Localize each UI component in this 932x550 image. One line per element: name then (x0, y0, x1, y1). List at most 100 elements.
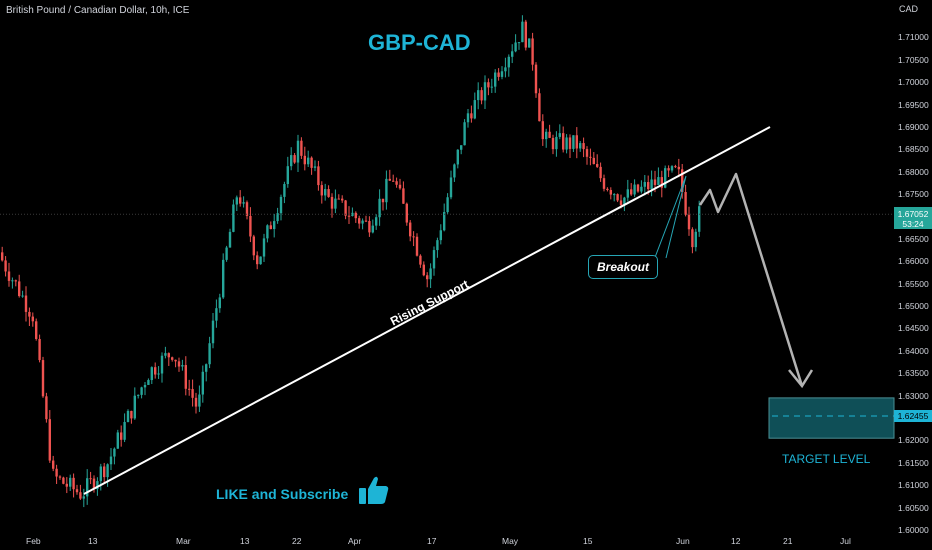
candle-body (398, 184, 402, 189)
candle-body (419, 255, 422, 265)
price-tick-label: 1.67500 (898, 189, 929, 200)
candle-body (269, 225, 272, 230)
candle-body (245, 202, 249, 216)
candle-body (7, 271, 11, 281)
candle-body (201, 371, 204, 395)
candle-body (191, 389, 194, 398)
candle-body (143, 384, 147, 388)
candle-body (524, 21, 527, 48)
candle-body (517, 42, 521, 44)
candle-body (130, 410, 133, 419)
symbol-title[interactable]: British Pound / Canadian Dollar, 10h, IC… (6, 5, 190, 16)
projection-path (698, 172, 804, 387)
candle-body (273, 221, 276, 230)
price-tick-label: 1.65000 (898, 301, 929, 312)
candle-body (171, 357, 174, 360)
price-tick-label: 1.66000 (898, 256, 929, 267)
like-subscribe-text[interactable]: LIKE and Subscribe (216, 486, 349, 502)
candle-body (65, 483, 68, 487)
candle-body (205, 364, 208, 372)
candle-body (228, 231, 232, 248)
candle-body (106, 464, 109, 478)
candle-body (375, 217, 378, 226)
candle-body (521, 21, 524, 43)
candle-body (150, 367, 153, 381)
candle-body (48, 419, 51, 461)
candle-body (664, 168, 667, 188)
candle-body (613, 194, 616, 196)
candle-body (55, 468, 58, 477)
candle-body (351, 212, 354, 216)
candle-body (92, 478, 96, 490)
price-tick-label: 1.64000 (898, 345, 929, 356)
candle-body (439, 230, 442, 241)
candle-body (630, 189, 633, 195)
candle-body (582, 143, 585, 150)
candle-body (160, 355, 164, 374)
candle-body (300, 140, 303, 156)
candle-body (341, 198, 344, 201)
candle-body (320, 185, 323, 196)
candle-body (330, 196, 334, 209)
candle-body (181, 365, 184, 367)
candle-body (252, 236, 255, 256)
breakout-pointer (653, 175, 687, 261)
candle-body (545, 131, 548, 140)
candle-body (154, 367, 157, 375)
candle-body (198, 394, 201, 407)
target-price-tag (894, 410, 932, 422)
candle-body (69, 477, 72, 487)
candle-body (619, 200, 623, 206)
candle-body (670, 166, 674, 171)
candle-body (239, 197, 242, 204)
candle-body (116, 432, 119, 449)
price-tick-label: 1.66500 (898, 233, 929, 244)
price-tick-label: 1.70000 (898, 77, 929, 88)
time-tick-label: 12 (731, 536, 741, 546)
candle-body (562, 133, 565, 150)
candle-body (317, 166, 320, 186)
candle-body (354, 212, 357, 219)
candle-body (667, 168, 670, 171)
candle-body (113, 448, 116, 457)
candle-body (52, 460, 55, 469)
candle-body (11, 280, 14, 282)
candle-body (208, 343, 211, 365)
projection-arrowhead (788, 369, 814, 389)
price-tick-label: 1.69000 (898, 121, 929, 132)
candle-body (126, 410, 130, 422)
candle-body (184, 365, 187, 389)
candle-body (585, 149, 589, 157)
candle-body (75, 489, 79, 493)
candle-body (466, 113, 470, 123)
candle-body (422, 264, 425, 276)
candle-body (558, 133, 561, 137)
candle-body (347, 215, 351, 217)
candle-body (41, 360, 45, 397)
candle-body (242, 202, 245, 204)
price-tick-label: 1.68000 (898, 166, 929, 177)
candle-body (28, 311, 31, 317)
price-tick-label: 1.64500 (898, 323, 929, 334)
candle-body (337, 198, 340, 200)
candle-body (344, 200, 347, 216)
candle-body (232, 204, 235, 232)
candle-body (694, 231, 697, 248)
candle-body (426, 275, 429, 280)
candle-body (368, 221, 371, 233)
currency-label: CAD (899, 4, 919, 14)
candlestick-series (1, 15, 701, 508)
candle-body (62, 477, 65, 484)
candle-body (555, 136, 558, 150)
time-tick-label: 21 (783, 536, 793, 546)
candle-body (120, 432, 123, 440)
thumbs-up-icon[interactable] (356, 472, 392, 508)
current-price-tag (894, 207, 932, 229)
candle-body (249, 215, 252, 237)
candle-body (606, 188, 609, 191)
candle-body (463, 122, 466, 146)
candle-body (157, 373, 160, 375)
candle-body (211, 320, 215, 344)
candle-body (650, 179, 653, 190)
